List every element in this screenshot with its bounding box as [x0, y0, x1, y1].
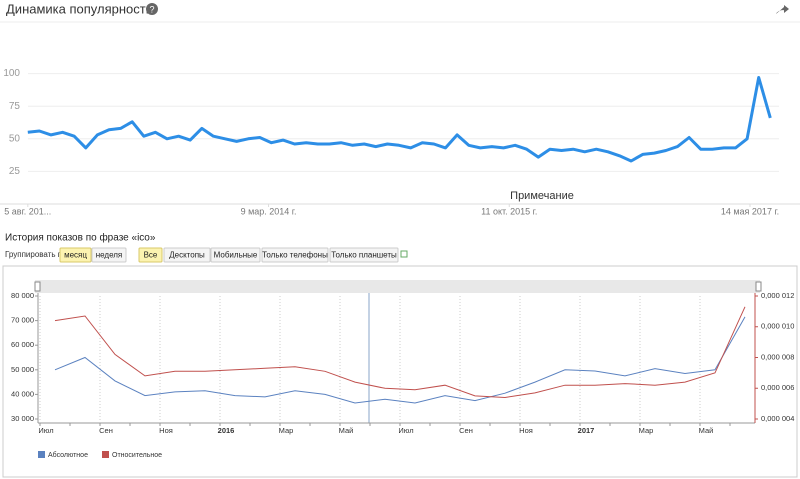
y2-tick-label: 0,000 004: [761, 414, 794, 423]
x-tick-label: Мар: [279, 426, 294, 435]
y-tick-label: 30 000: [11, 414, 34, 423]
legend-label: Относительное: [112, 452, 162, 459]
share-icon[interactable]: [776, 5, 789, 14]
y2-tick-label: 0,000 008: [761, 352, 794, 361]
y-tick-label: 75: [9, 101, 21, 112]
history-title: История показов по фразе «ico»: [5, 232, 156, 244]
x-tick-label: 11 окт. 2015 г.: [481, 206, 537, 216]
trend-title: Динамика популярности: [6, 1, 153, 16]
x-tick-label: Сен: [99, 426, 113, 435]
y-tick-label: 50 000: [11, 365, 34, 374]
button-label: Все: [144, 251, 158, 260]
toggle-button[interactable]: [163, 247, 211, 263]
button-label: неделя: [96, 251, 123, 260]
x-tick-label: Июл: [398, 426, 413, 435]
export-icon[interactable]: [400, 250, 408, 258]
button-label: Мобильные: [214, 251, 258, 260]
toggle-button[interactable]: [210, 247, 261, 263]
x-tick-label: 2016: [218, 426, 235, 435]
y2-tick-label: 0,000 010: [761, 322, 794, 331]
note-label: Примечание: [510, 190, 574, 202]
button-label: Только планшеты: [331, 251, 397, 260]
help-glyph: ?: [149, 4, 154, 14]
toggle-button[interactable]: [138, 247, 163, 263]
y-tick-label: 100: [3, 68, 20, 79]
legend-swatch: [102, 451, 109, 458]
legend-swatch: [38, 451, 45, 458]
toggle-button[interactable]: [91, 247, 127, 263]
y-tick-label: 60 000: [11, 340, 34, 349]
y2-tick-label: 0,000 012: [761, 291, 794, 300]
button-label: месяц: [64, 251, 87, 260]
y-tick-label: 70 000: [11, 316, 34, 325]
scroll-handle[interactable]: [755, 281, 762, 292]
y-tick-label: 25: [9, 166, 21, 177]
button-label: Только телефоны: [262, 251, 328, 260]
trend-line: [27, 76, 772, 163]
help-icon[interactable]: [146, 3, 158, 15]
x-tick-label: Июл: [38, 426, 53, 435]
series-line: [54, 306, 746, 399]
series-line: [54, 316, 746, 404]
x-tick-label: Май: [339, 426, 354, 435]
toggle-button[interactable]: [329, 247, 399, 263]
group-label: Группировать по:: [5, 250, 69, 259]
x-tick-label: 5 авг. 201...: [4, 206, 51, 216]
x-tick-label: 2017: [578, 426, 595, 435]
scroll-handle[interactable]: [34, 281, 41, 292]
legend-label: Абсолютное: [48, 451, 88, 459]
button-label: Десктопы: [169, 251, 205, 260]
toggle-button[interactable]: [59, 247, 92, 263]
y-tick-label: 40 000: [11, 389, 34, 398]
y2-tick-label: 0,000 006: [761, 383, 794, 392]
x-tick-label: Ноя: [159, 426, 173, 435]
y-tick-label: 80 000: [11, 291, 34, 300]
x-tick-label: 9 мар. 2014 г.: [241, 206, 297, 216]
scroll-band[interactable]: [35, 280, 760, 293]
x-tick-label: Мар: [639, 426, 654, 435]
y-tick-label: 50: [9, 133, 21, 144]
x-tick-label: Май: [699, 426, 714, 435]
toggle-button[interactable]: [261, 247, 329, 263]
x-tick-label: Сен: [459, 426, 473, 435]
x-tick-label: Ноя: [519, 426, 533, 435]
x-tick-label: 14 мая 2017 г.: [721, 206, 779, 216]
